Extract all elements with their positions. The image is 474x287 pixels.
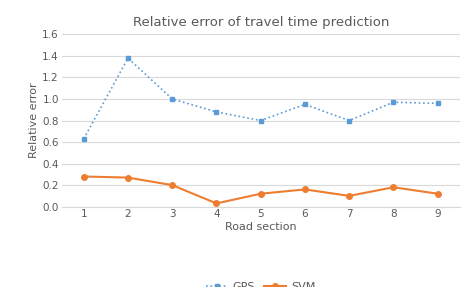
GPS <box>125 56 131 60</box>
GPS <box>302 103 308 106</box>
GPS <box>169 97 175 101</box>
GPS <box>214 110 219 114</box>
SVM <box>169 183 175 187</box>
X-axis label: Road section: Road section <box>225 222 297 232</box>
Legend: GPS, SVM: GPS, SVM <box>202 278 319 287</box>
SVM <box>391 185 396 189</box>
GPS <box>258 119 264 122</box>
GPS <box>81 137 87 141</box>
SVM <box>214 202 219 205</box>
SVM <box>125 176 131 179</box>
GPS <box>346 119 352 122</box>
Y-axis label: Relative error: Relative error <box>29 83 39 158</box>
Line: SVM: SVM <box>81 174 440 206</box>
GPS <box>391 100 396 104</box>
SVM <box>346 194 352 197</box>
SVM <box>81 175 87 178</box>
SVM <box>258 192 264 195</box>
Line: GPS: GPS <box>82 56 440 141</box>
SVM <box>302 188 308 191</box>
Title: Relative error of travel time prediction: Relative error of travel time prediction <box>133 16 389 29</box>
SVM <box>435 192 440 195</box>
GPS <box>435 102 440 105</box>
